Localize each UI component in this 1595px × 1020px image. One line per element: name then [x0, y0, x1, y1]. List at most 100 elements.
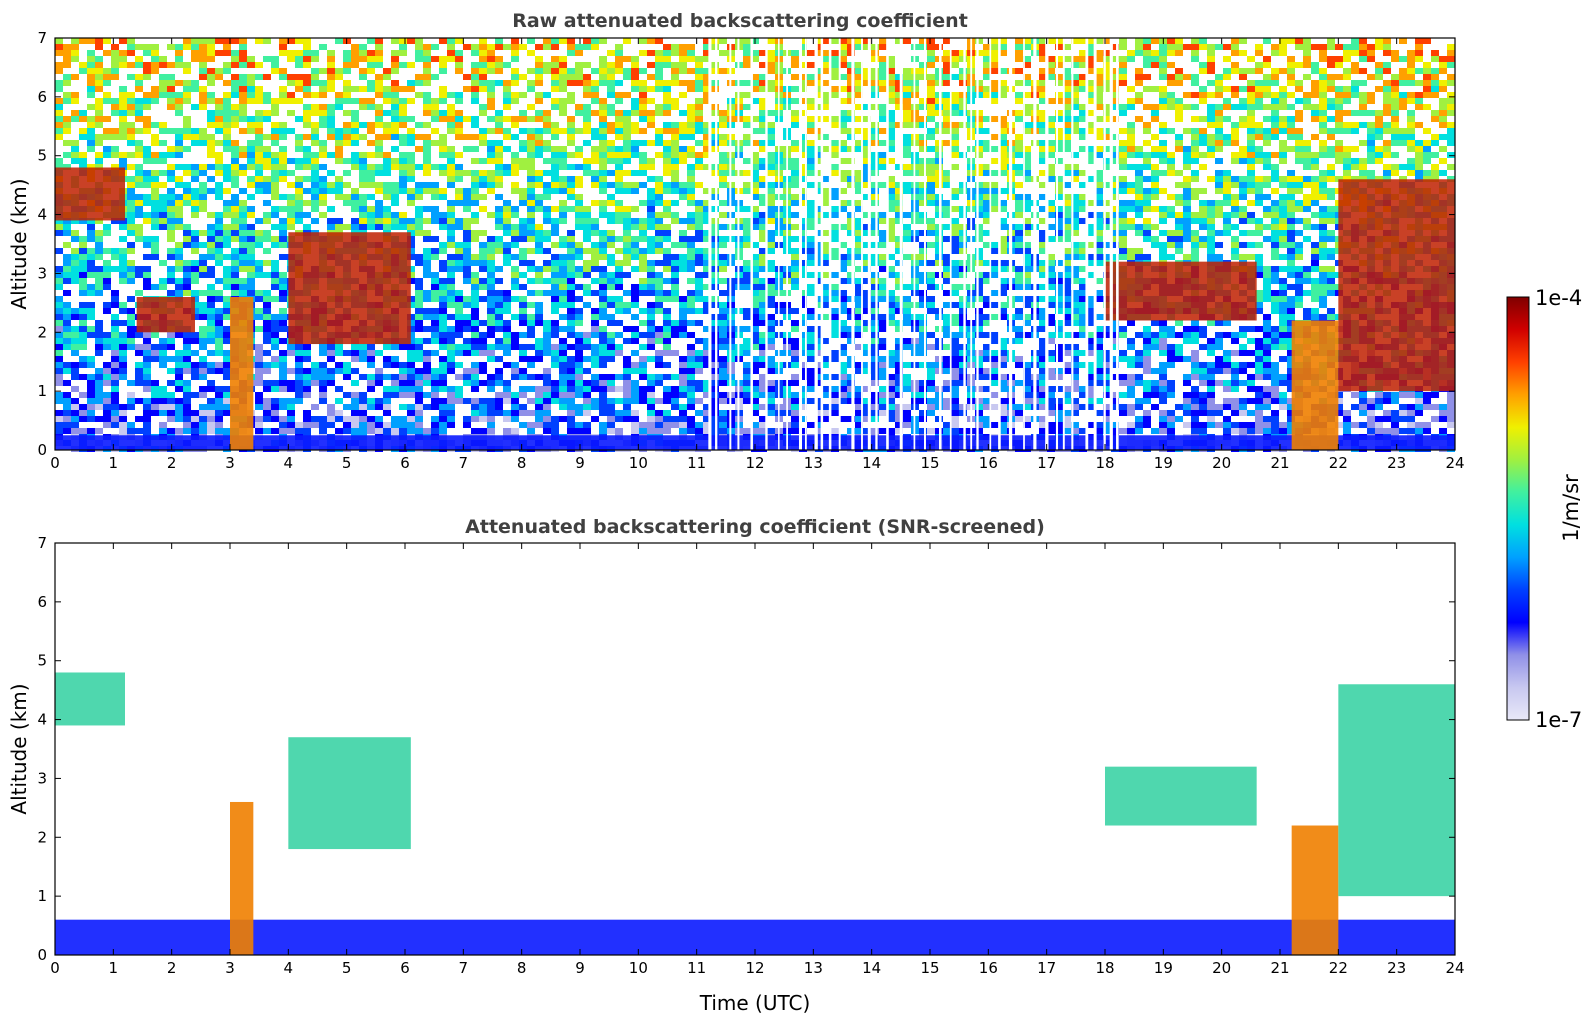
heatmap-cell — [367, 224, 375, 230]
heatmap-cell — [863, 158, 871, 164]
heatmap-cell — [439, 116, 447, 122]
heatmap-cell — [143, 212, 151, 218]
heatmap-cell — [447, 104, 455, 110]
heatmap-cell — [567, 416, 575, 422]
heatmap-cell — [431, 404, 439, 410]
heatmap-cell — [479, 140, 487, 146]
heatmap-cell — [167, 218, 175, 224]
heatmap-cell — [223, 392, 231, 398]
heatmap-cell — [223, 164, 231, 170]
heatmap-cell — [159, 74, 167, 80]
heatmap-cell — [191, 104, 199, 110]
heatmap-cell — [623, 68, 631, 74]
heatmap-cell — [551, 320, 559, 326]
heatmap-cell — [111, 254, 119, 260]
heatmap-cell — [663, 314, 671, 320]
heatmap-cell — [567, 164, 575, 170]
heatmap-cell — [175, 380, 183, 386]
heatmap-cell — [87, 80, 95, 86]
heatmap-cell — [703, 200, 711, 206]
heatmap-cell — [55, 134, 63, 140]
heatmap-cell — [407, 326, 415, 332]
heatmap-cell — [135, 290, 143, 296]
heatmap-cell — [343, 62, 351, 68]
heatmap-cell — [679, 254, 687, 260]
heatmap-cell — [543, 92, 551, 98]
heatmap-cell — [191, 80, 199, 86]
heatmap-cell — [583, 344, 591, 350]
heatmap-cell — [383, 122, 391, 128]
heatmap-cell — [215, 278, 223, 284]
heatmap-cell — [175, 146, 183, 152]
heatmap-cell — [711, 128, 719, 134]
heatmap-cell — [455, 260, 463, 266]
heatmap-cell — [295, 86, 303, 92]
heatmap-cell — [583, 44, 591, 50]
heatmap-cell — [751, 314, 759, 320]
heatmap-cell — [863, 80, 871, 86]
heatmap-cell — [695, 380, 703, 386]
heatmap-cell — [879, 260, 887, 266]
heatmap-cell — [247, 182, 255, 188]
heatmap-cell — [439, 86, 447, 92]
heatmap-cell — [559, 104, 567, 110]
heatmap-cell — [79, 152, 87, 158]
heatmap-cell — [823, 176, 831, 182]
heatmap-cell — [711, 386, 719, 392]
heatmap-cell — [319, 416, 327, 422]
heatmap-cell — [191, 188, 199, 194]
heatmap-cell — [103, 308, 111, 314]
heatmap-cell — [103, 68, 111, 74]
heatmap-cell — [87, 404, 95, 410]
heatmap-cell — [239, 86, 247, 92]
heatmap-cell — [463, 422, 471, 428]
heatmap-cell — [711, 320, 719, 326]
heatmap-cell — [103, 422, 111, 428]
heatmap-cell — [463, 314, 471, 320]
heatmap-cell — [351, 206, 359, 212]
heatmap-cell — [871, 254, 879, 260]
heatmap-cell — [551, 344, 559, 350]
heatmap-cell — [167, 248, 175, 254]
heatmap-cell — [759, 50, 767, 56]
raw-backscatter-panel: Raw attenuated backscattering coefficien… — [7, 10, 1465, 472]
heatmap-cell — [743, 314, 751, 320]
heatmap-cell — [671, 128, 679, 134]
heatmap-cell — [799, 188, 807, 194]
heatmap-cell — [191, 266, 199, 272]
heatmap-cell — [647, 224, 655, 230]
heatmap-cell — [55, 68, 63, 74]
heatmap-cell — [191, 44, 199, 50]
heatmap-cell — [703, 308, 711, 314]
heatmap-cell — [535, 242, 543, 248]
heatmap-cell — [431, 104, 439, 110]
heatmap-cell — [711, 104, 719, 110]
heatmap-cell — [719, 152, 727, 158]
heatmap-cell — [551, 254, 559, 260]
heatmap-cell — [71, 308, 79, 314]
heatmap-cell — [183, 404, 191, 410]
heatmap-cell — [527, 68, 535, 74]
heatmap-cell — [479, 278, 487, 284]
heatmap-cell — [95, 404, 103, 410]
heatmap-cell — [495, 62, 503, 68]
heatmap-cell — [55, 128, 63, 134]
heatmap-cell — [703, 254, 711, 260]
heatmap-cell — [351, 422, 359, 428]
heatmap-cell — [567, 38, 575, 44]
heatmap-cell — [543, 266, 551, 272]
heatmap-cell — [743, 344, 751, 350]
heatmap-cell — [55, 122, 63, 128]
heatmap-cell — [391, 356, 399, 362]
heatmap-cell — [215, 224, 223, 230]
heatmap-cell — [79, 68, 87, 74]
heatmap-cell — [495, 176, 503, 182]
heatmap-cell — [375, 224, 383, 230]
heatmap-cell — [639, 50, 647, 56]
heatmap-cell — [231, 284, 239, 290]
heatmap-cell — [647, 38, 655, 44]
heatmap-cell — [399, 428, 407, 434]
heatmap-cell — [615, 344, 623, 350]
heatmap-cell — [767, 320, 775, 326]
heatmap-cell — [255, 308, 263, 314]
